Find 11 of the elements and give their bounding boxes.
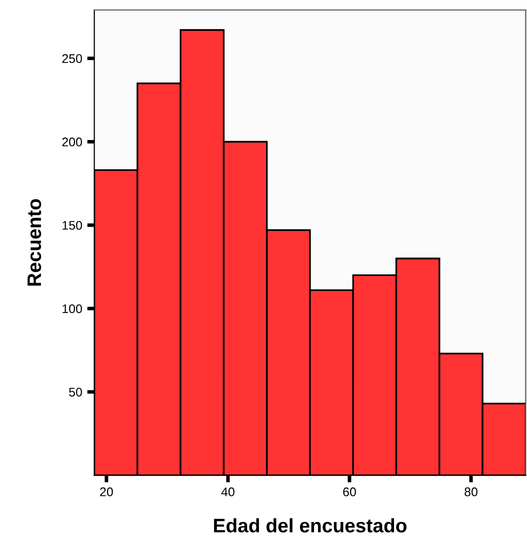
x-tick-label: 80 xyxy=(464,487,478,496)
x-tick-label: 40 xyxy=(221,487,234,496)
x-axis-title: Edad del encuestado xyxy=(214,518,406,532)
y-tick-label: 150 xyxy=(62,220,82,230)
y-tick-label: 100 xyxy=(62,304,82,314)
y-tick-label: 50 xyxy=(69,388,82,397)
x-tick-label: 20 xyxy=(100,487,113,496)
y-tick-label: 200 xyxy=(62,138,82,146)
x-tick-label: 60 xyxy=(343,487,356,496)
y-tick-label: 250 xyxy=(62,54,82,64)
y-axis-title: Recuento xyxy=(28,199,42,286)
